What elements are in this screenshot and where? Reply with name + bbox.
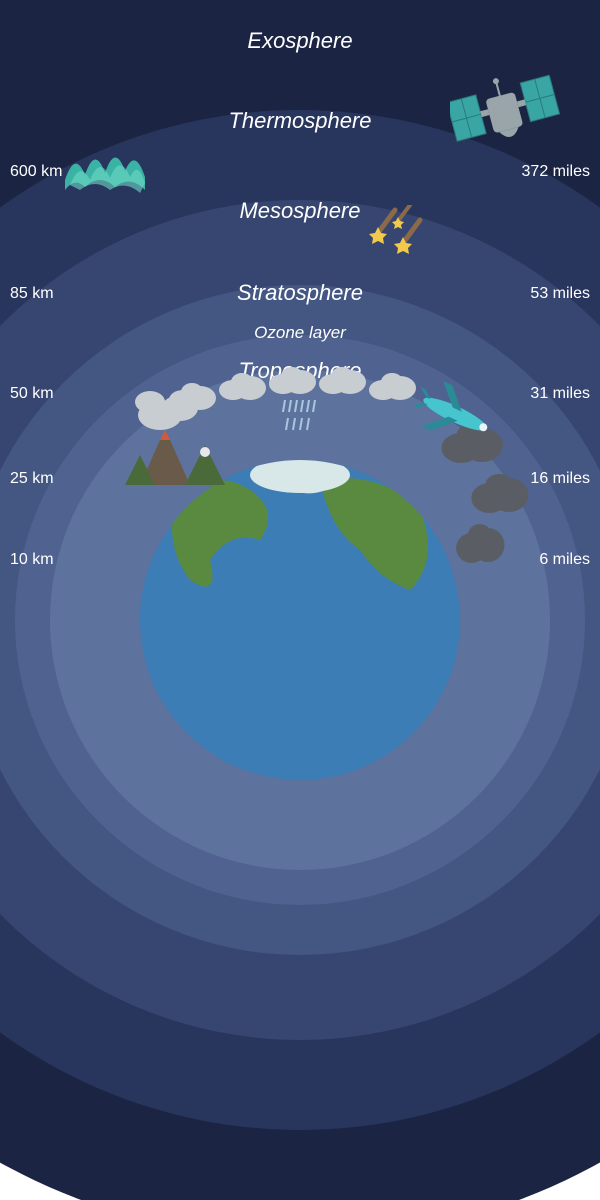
km-2: 50 km [10, 385, 54, 403]
rain-icon [280, 400, 320, 445]
aurora-icon [60, 135, 155, 210]
km-0: 600 km [10, 163, 62, 181]
miles-1: 53 miles [530, 285, 590, 303]
miles-0: 372 miles [522, 163, 590, 181]
miles-2: 31 miles [530, 385, 590, 403]
airplane-icon [410, 380, 505, 455]
smoke-2 [455, 520, 510, 575]
km-4: 10 km [10, 551, 54, 569]
label-thermosphere: Thermosphere [200, 108, 400, 134]
km-1: 85 km [10, 285, 54, 303]
meteors-icon [360, 205, 430, 270]
smoke-1 [470, 470, 535, 525]
miles-4: 6 miles [539, 551, 590, 569]
earth [140, 460, 460, 780]
miles-3: 16 miles [530, 470, 590, 488]
label-ozone-layer: Ozone layer [200, 323, 400, 343]
label-stratosphere: Stratosphere [200, 280, 400, 306]
cloud-3 [315, 362, 370, 402]
volcano-icon [110, 390, 240, 505]
cloud-2 [265, 362, 320, 402]
satellite-icon [450, 70, 560, 165]
label-exosphere: Exosphere [200, 28, 400, 54]
km-3: 25 km [10, 470, 54, 488]
